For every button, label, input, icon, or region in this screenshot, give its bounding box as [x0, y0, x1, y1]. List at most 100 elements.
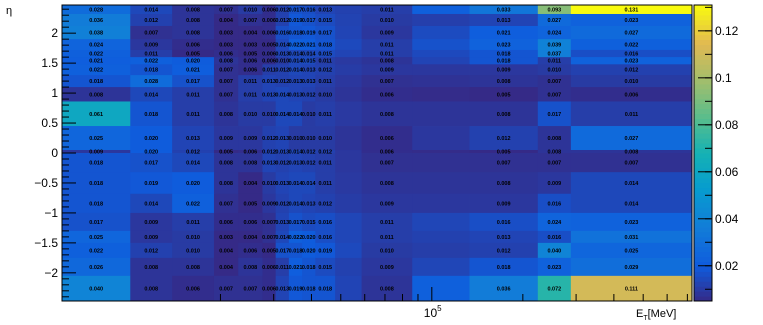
- x-tick-label-exponent: 5: [437, 304, 442, 313]
- heatmap-cell: [130, 257, 173, 277]
- y-tick-label: 0.5: [41, 116, 58, 130]
- cell-value-label: 0.007: [243, 286, 257, 292]
- cell-value-label: 0.017: [144, 161, 158, 167]
- heatmap-cell: [412, 39, 470, 51]
- heatmap-cell: [130, 64, 173, 76]
- cell-value-label: 0.012: [275, 201, 289, 207]
- cell-value-label: 0.023: [497, 43, 511, 49]
- cell-value-label: 0.011: [186, 92, 199, 98]
- heatmap-cell: [412, 275, 470, 302]
- heatmap-cell: [537, 49, 572, 58]
- cell-value-label: 0.004: [219, 248, 234, 254]
- cell-value-label: 0.016: [318, 220, 332, 226]
- cell-value-label: 0.008: [186, 31, 200, 37]
- cell-value-label: 0.006: [243, 248, 257, 254]
- cell-value-label: 0.111: [625, 286, 638, 292]
- heatmap-cell: [275, 172, 290, 195]
- heatmap-cell-labels: 0.028 0.014 0.008 0.007 0.010 0.006 0.012 0.017…: [89, 7, 639, 292]
- heatmap-cell: [262, 25, 277, 40]
- colorbar-segment: [694, 83, 712, 90]
- cell-value-label: 0.008: [219, 181, 233, 187]
- heatmap-cell: [238, 150, 263, 154]
- heatmap-cell: [537, 126, 572, 151]
- heatmap-cell: [469, 230, 539, 244]
- cell-value-label: 0.023: [547, 265, 561, 271]
- heatmap-cell: [213, 153, 239, 173]
- heatmap-cell: [315, 13, 336, 27]
- heatmap-cell: [262, 150, 277, 154]
- cell-value-label: 0.022: [186, 201, 200, 207]
- heatmap-cell: [213, 39, 239, 51]
- cell-value-label: 0.019: [318, 248, 332, 254]
- cell-value-label: 0.025: [89, 235, 103, 241]
- cell-value-label: 0.013: [275, 52, 289, 58]
- cell-value-label: 0.027: [625, 31, 639, 37]
- cell-value-label: 0.012: [262, 136, 276, 142]
- heatmap-cell: [315, 57, 336, 65]
- heatmap-cell: [288, 25, 303, 40]
- cell-value-label: 0.013: [302, 68, 316, 74]
- cell-value-label: 0.022: [144, 59, 158, 65]
- colorbar-segment: [694, 44, 712, 50]
- heatmap-cell: [62, 172, 131, 195]
- cell-value-label: 0.012: [302, 161, 316, 167]
- heatmap-cell: [361, 64, 413, 76]
- cell-value-label: 0.017: [289, 7, 303, 13]
- cell-value-label: 0.029: [625, 265, 639, 271]
- heatmap-cell: [172, 153, 215, 173]
- cell-value-label: 0.012: [318, 150, 332, 156]
- heatmap-cell: [172, 230, 215, 244]
- cell-value-label: 0.008: [547, 136, 561, 142]
- colorbar-segment: [694, 236, 712, 243]
- cell-value-label: 0.008: [380, 286, 394, 292]
- cell-value-label: 0.010: [289, 136, 303, 142]
- cell-value-label: 0.014: [289, 112, 304, 118]
- heatmap-cell: [335, 275, 362, 302]
- cell-value-label: 0.014: [289, 201, 304, 207]
- heatmap-cells: [62, 5, 693, 302]
- colorbar-segment: [694, 14, 712, 21]
- heatmap-cell: [361, 101, 413, 127]
- cell-value-label: 0.013: [275, 286, 289, 292]
- cell-value-label: 0.025: [625, 248, 639, 254]
- heatmap-cell: [570, 25, 693, 40]
- colorbar-segment: [694, 79, 712, 85]
- x-axis-title-subscript: T: [643, 315, 648, 322]
- heatmap-cell: [302, 172, 316, 195]
- heatmap-cell: [302, 5, 316, 15]
- heatmap-cell: [302, 153, 316, 173]
- cell-value-label: 0.010: [625, 79, 639, 85]
- cell-value-label: 0.006: [262, 286, 276, 292]
- heatmap-cell: [130, 126, 173, 151]
- cell-value-label: 0.012: [186, 150, 200, 156]
- cell-value-label: 0.018: [497, 59, 511, 65]
- heatmap-cell: [469, 150, 539, 154]
- cell-value-label: 0.008: [547, 150, 561, 156]
- cell-value-label: 0.061: [89, 112, 103, 118]
- heatmap-cell: [262, 49, 277, 58]
- heatmap-cell: [537, 172, 572, 195]
- cell-value-label: 0.011: [144, 52, 157, 58]
- cell-value-label: 0.013: [262, 161, 276, 167]
- colorbar-segment: [694, 207, 712, 213]
- cell-value-label: 0.016: [497, 220, 511, 226]
- colorbar-tick-label: 0.04: [715, 212, 739, 226]
- colorbar-segment: [694, 143, 712, 149]
- heatmap-cell: [238, 172, 263, 195]
- heatmap-cell: [537, 242, 572, 259]
- heatmap-cell: [469, 101, 539, 127]
- cell-value-label: 0.009: [144, 43, 158, 49]
- heatmap-cell: [62, 5, 131, 15]
- cell-value-label: 0.006: [625, 92, 639, 98]
- heatmap-cell: [302, 87, 316, 102]
- heatmap-cell: [315, 172, 336, 195]
- colorbar-segment: [694, 217, 712, 223]
- cell-value-label: 0.008: [497, 79, 511, 85]
- cell-value-label: 0.005: [186, 52, 200, 58]
- cell-value-label: 0.072: [547, 286, 561, 292]
- colorbar-segment: [694, 59, 712, 65]
- cell-value-label: 0.013: [262, 92, 276, 98]
- heatmap-cell: [213, 64, 239, 76]
- colorbar-segment: [694, 256, 712, 263]
